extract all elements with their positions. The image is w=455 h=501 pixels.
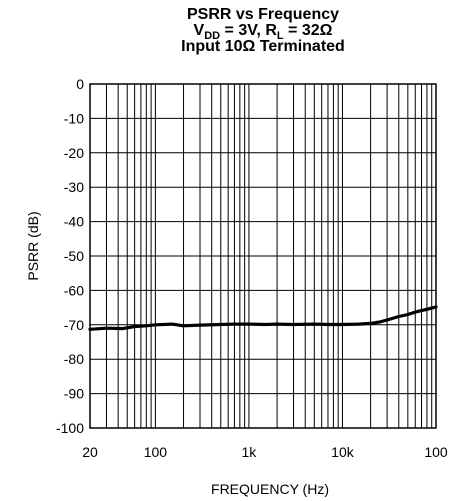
x-tick-label: 100 — [424, 444, 448, 460]
y-tick-labels: 0 -10 -20 -30 -40 -50 -60 -70 -80 -90 -100 — [56, 76, 84, 436]
y-tick-label: -20 — [64, 145, 84, 161]
plot-frame — [89, 83, 437, 429]
y-tick-label: -50 — [64, 248, 84, 264]
chart-title-line-3: Input 10Ω Terminated — [181, 38, 345, 55]
y-tick-label: -30 — [64, 179, 84, 195]
y-tick-label: 0 — [76, 76, 84, 92]
chart-title-line-2: VDD = 3V, RL = 32Ω — [90, 22, 436, 42]
x-tick-label: 10k — [331, 444, 355, 460]
y-tick-label: -70 — [64, 317, 84, 333]
vdd-prefix: V — [193, 22, 205, 39]
y-axis-label: PSRR (dB) — [25, 211, 41, 280]
y-tick-label: -10 — [64, 110, 84, 126]
x-tick-label: 1k — [242, 444, 258, 460]
rl-value: = 32Ω — [283, 22, 333, 39]
chart-title-line-1: PSRR vs Frequency — [186, 6, 340, 23]
grid-lines — [89, 83, 436, 429]
rl-subscript: L — [276, 30, 284, 42]
x-axis-label: FREQUENCY (Hz) — [211, 481, 329, 497]
y-tick-label: -40 — [64, 214, 84, 230]
series-layer — [88, 305, 438, 331]
y-tick-label: -60 — [64, 282, 84, 298]
vdd-value: = 3V, R — [220, 22, 277, 39]
x-tick-label: 20 — [82, 444, 98, 460]
psrr-curve — [88, 305, 438, 331]
y-tick-label: -100 — [56, 420, 84, 436]
vdd-subscript: DD — [204, 30, 221, 42]
y-tick-label: -90 — [64, 386, 84, 402]
y-tick-label: -80 — [64, 351, 84, 367]
x-tick-labels: 20 100 1k 10k 100 — [82, 444, 448, 460]
x-tick-label: 100 — [144, 444, 168, 460]
